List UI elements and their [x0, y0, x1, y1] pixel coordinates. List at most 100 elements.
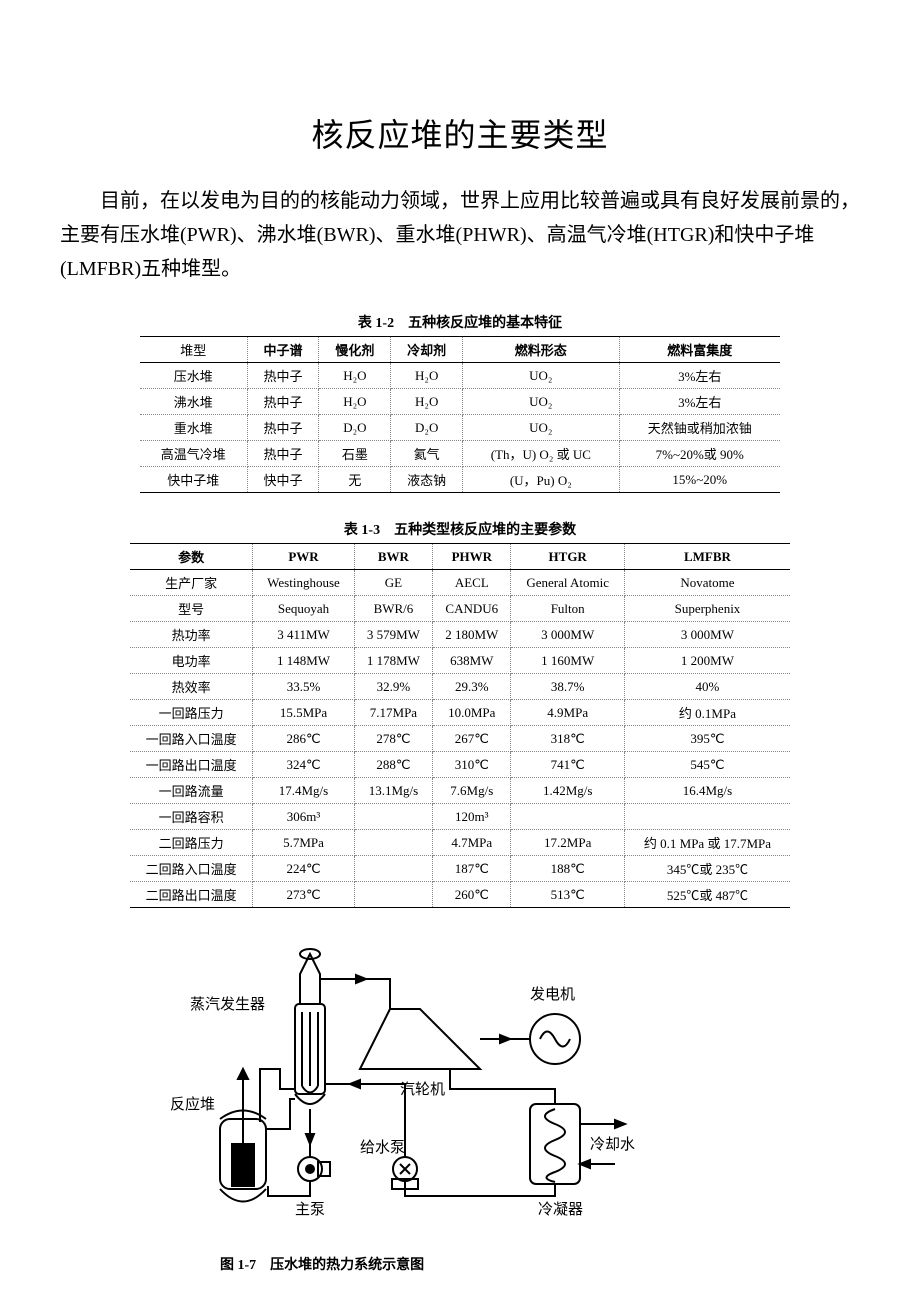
table-cell: Fulton: [511, 596, 624, 622]
table-cell: 重水堆: [140, 415, 247, 441]
table-header: 慢化剂: [319, 337, 391, 363]
table-cell: 40%: [624, 674, 790, 700]
table-cell: 306m³: [253, 804, 355, 830]
table-cell: 288℃: [354, 752, 432, 778]
steam-generator-label: 蒸汽发生器: [190, 996, 265, 1013]
table-cell: 快中子: [247, 467, 319, 493]
table-cell: 324℃: [253, 752, 355, 778]
table-cell: 513℃: [511, 882, 624, 908]
table-cell: [511, 804, 624, 830]
table-cell: 525℃或 487℃: [624, 882, 790, 908]
table-cell: 10.0MPa: [433, 700, 511, 726]
table-cell: 16.4Mg/s: [624, 778, 790, 804]
condenser-icon: [530, 1104, 580, 1184]
table-cell: 278℃: [354, 726, 432, 752]
table-cell: Novatome: [624, 570, 790, 596]
table-cell: 1 160MW: [511, 648, 624, 674]
table-cell: 一回路出口温度: [130, 752, 253, 778]
table-row: 热效率33.5%32.9%29.3%38.7%40%: [130, 674, 790, 700]
table-header: 堆型: [140, 337, 247, 363]
table-header: 中子谱: [247, 337, 319, 363]
table-cell: 热中子: [247, 441, 319, 467]
table-cell: 33.5%: [253, 674, 355, 700]
table-header: LMFBR: [624, 544, 790, 570]
table-row: 二回路压力5.7MPa4.7MPa17.2MPa约 0.1 MPa 或 17.7…: [130, 830, 790, 856]
table-cell: 286℃: [253, 726, 355, 752]
table-cell: 7.6Mg/s: [433, 778, 511, 804]
table-cell: 一回路流量: [130, 778, 253, 804]
table-cell: 电功率: [130, 648, 253, 674]
table-row: 生产厂家WestinghouseGEAECLGeneral AtomicNova…: [130, 570, 790, 596]
table-row: 电功率1 148MW1 178MW638MW1 160MW1 200MW: [130, 648, 790, 674]
table-row: 重水堆热中子D₂OD₂OUO₂天然铀或稍加浓铀: [140, 415, 780, 441]
table-cell: AECL: [433, 570, 511, 596]
table-cell: Sequoyah: [253, 596, 355, 622]
table-cell: H₂O: [391, 389, 463, 415]
table-row: 二回路出口温度273℃260℃513℃525℃或 487℃: [130, 882, 790, 908]
table-header: BWR: [354, 544, 432, 570]
table-cell: 氦气: [391, 441, 463, 467]
table-cell: 3 411MW: [253, 622, 355, 648]
table-row: 一回路压力15.5MPa7.17MPa10.0MPa4.9MPa约 0.1MPa: [130, 700, 790, 726]
table-row: 一回路容积306m³120m³: [130, 804, 790, 830]
turbine-icon: [360, 1009, 480, 1069]
table-cell: 3 000MW: [511, 622, 624, 648]
table-header: 燃料富集度: [619, 337, 780, 363]
main-pump-icon: [298, 1157, 330, 1181]
table-header: PWR: [253, 544, 355, 570]
table-cell: 3%左右: [619, 363, 780, 389]
table-cell: 4.9MPa: [511, 700, 624, 726]
table-cell: 345℃或 235℃: [624, 856, 790, 882]
table-cell: 二回路出口温度: [130, 882, 253, 908]
table-cell: 生产厂家: [130, 570, 253, 596]
table-cell: [354, 830, 432, 856]
table-cell: 沸水堆: [140, 389, 247, 415]
figure-caption: 图 1-7 压水堆的热力系统示意图: [220, 1254, 660, 1274]
table-cell: UO₂: [463, 363, 619, 389]
table-cell: [354, 856, 432, 882]
table-cell: 快中子堆: [140, 467, 247, 493]
reactor-characteristics-table: 堆型中子谱慢化剂冷却剂燃料形态燃料富集度 压水堆热中子H₂OH₂OUO₂3%左右…: [140, 336, 780, 493]
table-cell: 260℃: [433, 882, 511, 908]
table-cell: D₂O: [391, 415, 463, 441]
pwr-thermal-system-diagram: 蒸汽发生器 反应堆 主泵 给水泵 汽轮机 发电机 冷却水 冷凝器 图 1-7 压…: [160, 934, 660, 1274]
cooling-water-label: 冷却水: [590, 1136, 635, 1153]
table-cell: (U，Pu) O₂: [463, 467, 619, 493]
table-cell: 一回路压力: [130, 700, 253, 726]
table-header: 燃料形态: [463, 337, 619, 363]
table-header: 参数: [130, 544, 253, 570]
table-cell: 热功率: [130, 622, 253, 648]
table-cell: 1 178MW: [354, 648, 432, 674]
table-cell: 高温气冷堆: [140, 441, 247, 467]
table-row: 二回路入口温度224℃187℃188℃345℃或 235℃: [130, 856, 790, 882]
table-cell: 187℃: [433, 856, 511, 882]
table-cell: 二回路压力: [130, 830, 253, 856]
table-cell: 15.5MPa: [253, 700, 355, 726]
generator-label: 发电机: [530, 986, 575, 1003]
table-cell: 395℃: [624, 726, 790, 752]
table-cell: UO₂: [463, 415, 619, 441]
main-pump-label: 主泵: [295, 1201, 325, 1218]
table-cell: 1 200MW: [624, 648, 790, 674]
table-cell: Superphenix: [624, 596, 790, 622]
table-cell: 4.7MPa: [433, 830, 511, 856]
table-cell: 32.9%: [354, 674, 432, 700]
table-cell: 约 0.1MPa: [624, 700, 790, 726]
table-cell: 一回路容积: [130, 804, 253, 830]
table-cell: BWR/6: [354, 596, 432, 622]
table-cell: 17.4Mg/s: [253, 778, 355, 804]
table-cell: 石墨: [319, 441, 391, 467]
reactor-label: 反应堆: [170, 1095, 215, 1113]
table-row: 高温气冷堆热中子石墨氦气(Th，U) O₂ 或 UC7%~20%或 90%: [140, 441, 780, 467]
table-cell: H₂O: [391, 363, 463, 389]
table-cell: 3 000MW: [624, 622, 790, 648]
table-cell: 13.1Mg/s: [354, 778, 432, 804]
table-cell: [624, 804, 790, 830]
table-header: PHWR: [433, 544, 511, 570]
table-cell: 1 148MW: [253, 648, 355, 674]
table-cell: 2 180MW: [433, 622, 511, 648]
table-cell: 224℃: [253, 856, 355, 882]
table-cell: (Th，U) O₂ 或 UC: [463, 441, 619, 467]
table-cell: H₂O: [319, 363, 391, 389]
table-cell: [354, 804, 432, 830]
